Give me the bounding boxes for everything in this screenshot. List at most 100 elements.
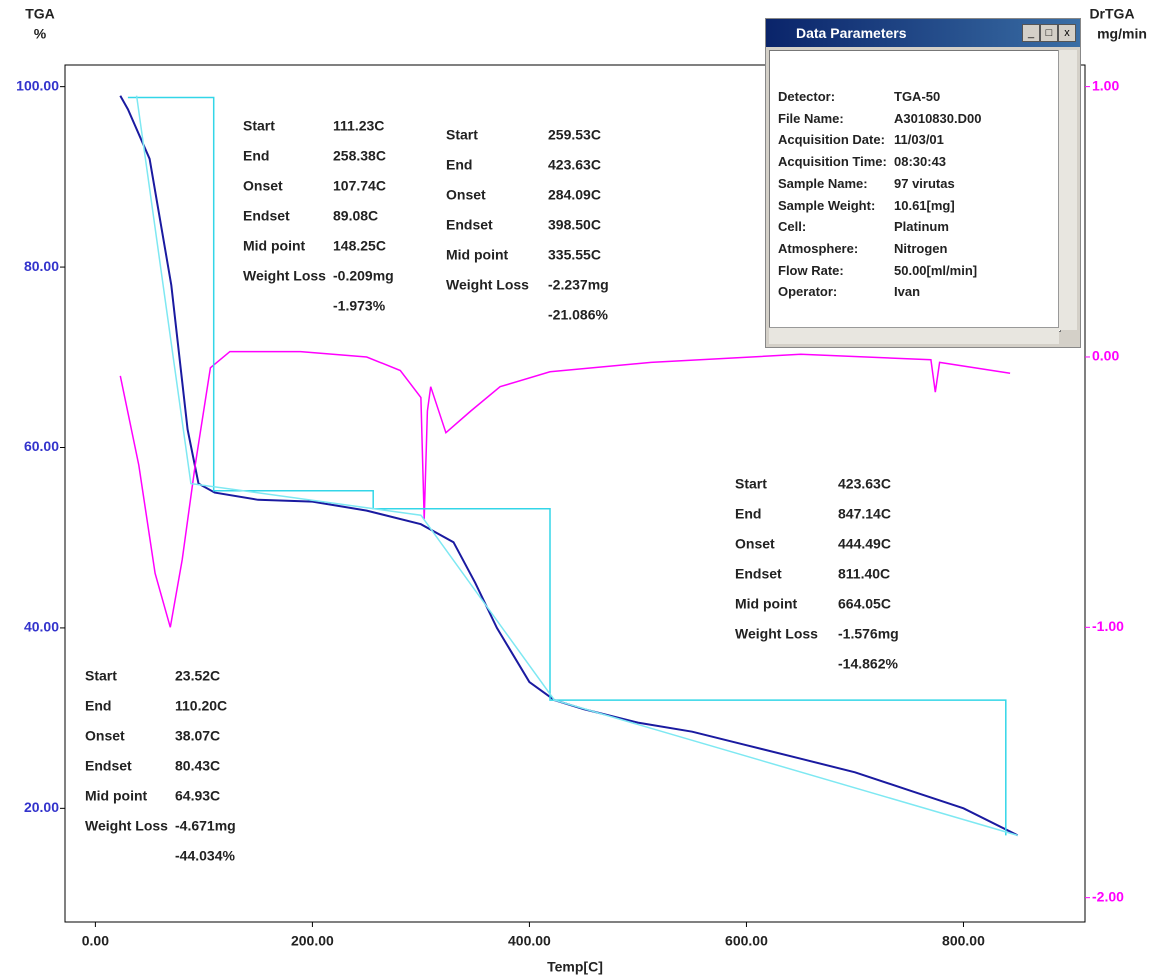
vertical-scrollbar[interactable] bbox=[1058, 50, 1077, 330]
y-tick-label: 60.00 bbox=[24, 438, 59, 454]
annotation-value: 80.43C bbox=[175, 758, 220, 774]
parameter-row: Cell:Platinum bbox=[778, 219, 806, 234]
annotation-value: 335.55C bbox=[548, 247, 601, 263]
annotation-value: 110.20C bbox=[175, 698, 227, 714]
annotation-label: Endset bbox=[243, 208, 290, 224]
annotation-label: Start bbox=[85, 668, 117, 684]
annotation-label: Mid point bbox=[446, 247, 509, 263]
parameter-row: File Name:A3010830.D00 bbox=[778, 111, 844, 126]
annotation-label: Onset bbox=[85, 728, 125, 744]
y2-tick-label: 0.00 bbox=[1092, 348, 1119, 364]
parameter-value: 11/03/01 bbox=[894, 132, 944, 147]
x-axis-title: Temp[C] bbox=[547, 959, 603, 975]
parameter-value: Nitrogen bbox=[894, 241, 947, 256]
annotation-label: Onset bbox=[446, 187, 486, 203]
parameter-label: Operator: bbox=[778, 284, 837, 299]
annotation-value: 664.05C bbox=[838, 596, 891, 612]
horizontal-scrollbar[interactable] bbox=[769, 327, 1059, 344]
annotation-value: 258.38C bbox=[333, 148, 386, 164]
annotation-label: Start bbox=[735, 476, 767, 492]
parameter-row: Sample Name:97 virutas bbox=[778, 176, 868, 191]
x-tick-label: 600.00 bbox=[725, 933, 768, 949]
y-tick-label: 80.00 bbox=[24, 258, 59, 274]
y2-axis-title: DrTGA bbox=[1089, 6, 1134, 22]
parameter-value: 97 virutas bbox=[894, 176, 955, 191]
annotation-percent: -1.973% bbox=[333, 298, 386, 314]
annotation-percent: -21.086% bbox=[548, 307, 608, 323]
parameter-label: Flow Rate: bbox=[778, 263, 844, 278]
parameter-label: Cell: bbox=[778, 219, 806, 234]
parameter-value: Platinum bbox=[894, 219, 949, 234]
annotation-label: Endset bbox=[85, 758, 132, 774]
annotation-value: 64.93C bbox=[175, 788, 220, 804]
annotation-value: -4.671mg bbox=[175, 818, 236, 834]
annotation-label: Start bbox=[446, 127, 478, 143]
annotation-value: 259.53C bbox=[548, 127, 601, 143]
y-tick-label: 40.00 bbox=[24, 619, 59, 635]
parameter-label: Atmosphere: bbox=[778, 241, 858, 256]
annotation-value: 847.14C bbox=[838, 506, 891, 522]
annotation-value: 423.63C bbox=[548, 157, 601, 173]
y-tick-label: 100.00 bbox=[16, 77, 59, 93]
annotation-label: Weight Loss bbox=[85, 818, 168, 834]
annotation-label: Mid point bbox=[735, 596, 798, 612]
parameter-label: Sample Weight: bbox=[778, 198, 875, 213]
parameter-value: 50.00[ml/min] bbox=[894, 263, 977, 278]
parameter-value: 10.61[mg] bbox=[894, 198, 955, 213]
parameter-row: Operator:Ivan bbox=[778, 284, 837, 299]
annotation-label: Weight Loss bbox=[735, 626, 818, 642]
annotation-value: 444.49C bbox=[838, 536, 891, 552]
parameter-label: Acquisition Date: bbox=[778, 132, 885, 147]
annotation-value: 811.40C bbox=[838, 566, 890, 582]
close-button[interactable]: x bbox=[1058, 24, 1076, 42]
annotation-value: 89.08C bbox=[333, 208, 378, 224]
annotation-label: Onset bbox=[735, 536, 775, 552]
annotation-value: 111.23C bbox=[333, 118, 384, 134]
annotation-percent: -44.034% bbox=[175, 848, 235, 864]
parameter-label: Sample Name: bbox=[778, 176, 868, 191]
annotation-label: Weight Loss bbox=[243, 268, 326, 284]
y2-tick-label: 1.00 bbox=[1092, 77, 1119, 93]
parameter-row: Atmosphere:Nitrogen bbox=[778, 241, 858, 256]
page: TGA % DrTGA mg/min Temp[C] 20.00 40.00 60.… bbox=[0, 0, 1150, 978]
parameter-row: Detector:TGA-50 bbox=[778, 89, 835, 104]
x-tick-label: 400.00 bbox=[508, 933, 551, 949]
annotation-label: End bbox=[243, 148, 269, 164]
parameter-value: TGA-50 bbox=[894, 89, 940, 104]
minimize-button[interactable]: _ bbox=[1022, 24, 1040, 42]
annotation-value: 38.07C bbox=[175, 728, 220, 744]
y2-tick-label: -1.00 bbox=[1092, 618, 1124, 634]
annotation-value: 398.50C bbox=[548, 217, 601, 233]
y-axis-unit: % bbox=[34, 26, 47, 42]
annotation-value: 107.74C bbox=[333, 178, 386, 194]
maximize-button[interactable]: □ bbox=[1040, 24, 1058, 42]
annotation-percent: -14.862% bbox=[838, 656, 898, 672]
parameter-row: Sample Weight:10.61[mg] bbox=[778, 198, 875, 213]
annotation-label: Start bbox=[243, 118, 275, 134]
annotation-value: -1.576mg bbox=[838, 626, 899, 642]
annotation-label: Mid point bbox=[243, 238, 306, 254]
parameter-row: Acquisition Date:11/03/01 bbox=[778, 132, 885, 147]
x-tick-label: 800.00 bbox=[942, 933, 985, 949]
parameter-label: File Name: bbox=[778, 111, 844, 126]
x-tick-label: 200.00 bbox=[291, 933, 334, 949]
parameter-label: Detector: bbox=[778, 89, 835, 104]
parameter-row: Flow Rate:50.00[ml/min] bbox=[778, 263, 844, 278]
annotation-label: End bbox=[85, 698, 111, 714]
annotation-label: End bbox=[446, 157, 472, 173]
annotation-value: 284.09C bbox=[548, 187, 601, 203]
parameter-value: Ivan bbox=[894, 284, 920, 299]
parameter-row: Acquisition Time:08:30:43 bbox=[778, 154, 887, 169]
y-axis-title: TGA bbox=[25, 6, 55, 22]
annotation-label: Endset bbox=[446, 217, 493, 233]
annotation-value: -2.237mg bbox=[548, 277, 609, 293]
y2-axis-unit: mg/min bbox=[1097, 26, 1147, 42]
parameter-label: Acquisition Time: bbox=[778, 154, 887, 169]
annotation-value: 23.52C bbox=[175, 668, 220, 684]
parameter-value: A3010830.D00 bbox=[894, 111, 981, 126]
annotation-label: Onset bbox=[243, 178, 283, 194]
annotation-label: End bbox=[735, 506, 761, 522]
y-tick-label: 20.00 bbox=[24, 799, 59, 815]
